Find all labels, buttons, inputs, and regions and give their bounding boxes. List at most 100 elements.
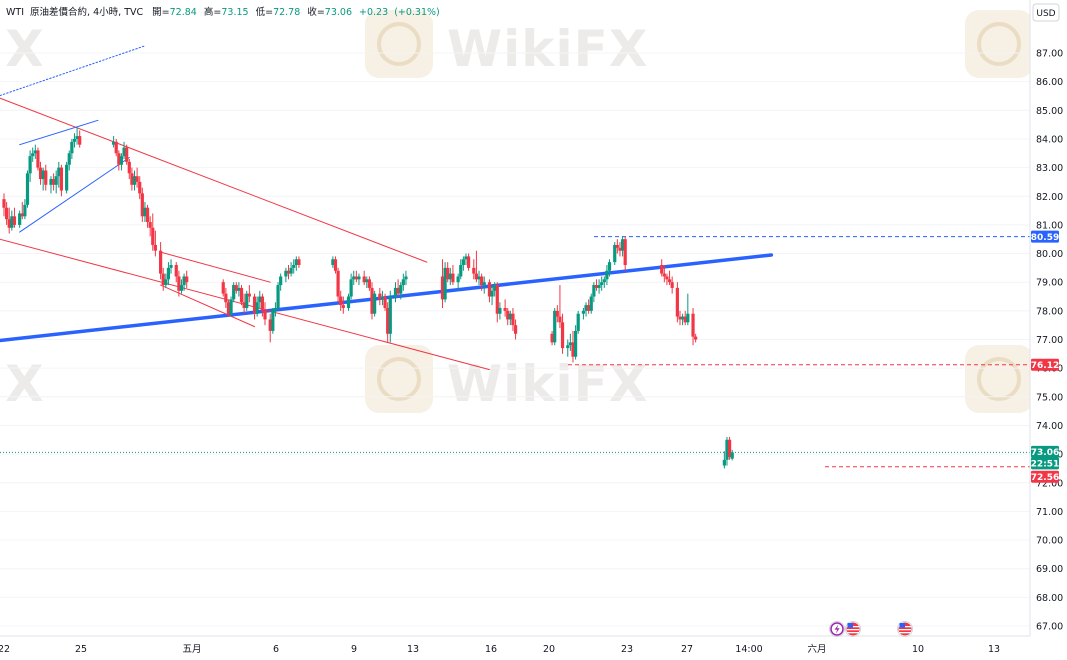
- candle[interactable]: [506, 307, 510, 326]
- candle[interactable]: [508, 310, 512, 326]
- candle[interactable]: [555, 305, 559, 323]
- candle[interactable]: [294, 256, 298, 271]
- candle[interactable]: [51, 173, 56, 191]
- candle[interactable]: [357, 273, 361, 286]
- candle[interactable]: [346, 293, 351, 311]
- candle[interactable]: [618, 242, 622, 257]
- candle[interactable]: [177, 270, 181, 297]
- candle[interactable]: [480, 273, 484, 291]
- candle[interactable]: [153, 230, 157, 257]
- candle[interactable]: [7, 207, 11, 234]
- candle[interactable]: [727, 436, 732, 460]
- candle[interactable]: [380, 290, 385, 306]
- candle[interactable]: [503, 299, 507, 317]
- candle[interactable]: [289, 262, 293, 277]
- us-flag-icon[interactable]: [845, 621, 861, 637]
- candle[interactable]: [2, 193, 6, 217]
- candle[interactable]: [725, 436, 729, 466]
- candle[interactable]: [404, 270, 408, 286]
- candle[interactable]: [620, 236, 625, 257]
- candle[interactable]: [117, 150, 121, 171]
- candle[interactable]: [623, 236, 627, 271]
- candle[interactable]: [613, 242, 617, 266]
- candle[interactable]: [20, 201, 24, 220]
- candle[interactable]: [25, 170, 30, 208]
- candle[interactable]: [70, 138, 74, 160]
- small-channel-lower-line[interactable]: [160, 284, 256, 328]
- candle[interactable]: [681, 313, 685, 326]
- candle[interactable]: [600, 276, 604, 291]
- candle[interactable]: [605, 265, 609, 286]
- candle[interactable]: [174, 262, 178, 283]
- candle[interactable]: [286, 265, 291, 280]
- candle[interactable]: [472, 259, 476, 280]
- candle[interactable]: [239, 285, 244, 306]
- candle[interactable]: [28, 150, 32, 182]
- candle[interactable]: [602, 276, 606, 288]
- candle[interactable]: [378, 287, 382, 306]
- candle[interactable]: [276, 282, 280, 311]
- candle[interactable]: [587, 299, 591, 314]
- candle[interactable]: [59, 164, 64, 197]
- candle[interactable]: [443, 262, 447, 303]
- candle[interactable]: [490, 285, 494, 306]
- candle[interactable]: [145, 204, 150, 228]
- candle[interactable]: [386, 302, 390, 343]
- candle[interactable]: [164, 273, 168, 288]
- candle[interactable]: [12, 207, 17, 228]
- candle[interactable]: [148, 216, 152, 237]
- time-axis[interactable]: 22 25 五月 6 9 13 16 20 23 27 14:00 六月 10 13: [0, 643, 1000, 655]
- candle[interactable]: [333, 256, 338, 274]
- candle[interactable]: [592, 282, 596, 303]
- candle[interactable]: [122, 141, 126, 160]
- candle[interactable]: [41, 167, 45, 191]
- candle[interactable]: [615, 239, 619, 254]
- candle[interactable]: [558, 285, 562, 329]
- candle[interactable]: [691, 307, 695, 346]
- candle[interactable]: [130, 167, 134, 191]
- candle[interactable]: [245, 290, 249, 311]
- candle[interactable]: [242, 293, 246, 314]
- candle[interactable]: [573, 325, 578, 360]
- candle[interactable]: [125, 144, 129, 165]
- candle[interactable]: [660, 259, 664, 277]
- candle[interactable]: [54, 170, 58, 194]
- candle[interactable]: [511, 307, 515, 331]
- candle[interactable]: [182, 273, 186, 291]
- candle[interactable]: [662, 265, 666, 283]
- candle[interactable]: [493, 282, 497, 297]
- candle[interactable]: [263, 302, 267, 326]
- candle[interactable]: [179, 279, 184, 294]
- candle[interactable]: [273, 302, 278, 317]
- small-channel-upper-line[interactable]: [160, 251, 271, 283]
- candle[interactable]: [31, 147, 35, 162]
- candle[interactable]: [568, 333, 572, 351]
- candle[interactable]: [365, 276, 369, 288]
- candle[interactable]: [258, 290, 262, 308]
- candle[interactable]: [161, 267, 165, 291]
- candle[interactable]: [232, 282, 236, 303]
- candle[interactable]: [396, 279, 400, 297]
- candle[interactable]: [686, 293, 690, 326]
- candle[interactable]: [683, 310, 687, 326]
- candle[interactable]: [597, 279, 601, 294]
- candle[interactable]: [185, 270, 189, 288]
- candle[interactable]: [388, 290, 392, 343]
- channel-upper-line[interactable]: [0, 82, 428, 263]
- candle[interactable]: [166, 262, 171, 286]
- candle[interactable]: [114, 138, 118, 157]
- candle[interactable]: [370, 282, 374, 320]
- candle[interactable]: [383, 293, 387, 311]
- candle[interactable]: [584, 302, 588, 317]
- candle[interactable]: [349, 273, 353, 300]
- candle[interactable]: [362, 270, 366, 286]
- candle[interactable]: [474, 250, 479, 283]
- flag-lower-line[interactable]: [19, 157, 130, 233]
- candle[interactable]: [5, 201, 9, 225]
- candle[interactable]: [477, 270, 481, 286]
- candle[interactable]: [112, 136, 116, 148]
- candle[interactable]: [487, 279, 492, 303]
- candle[interactable]: [255, 296, 259, 317]
- candle[interactable]: [18, 210, 22, 228]
- candle[interactable]: [331, 256, 335, 268]
